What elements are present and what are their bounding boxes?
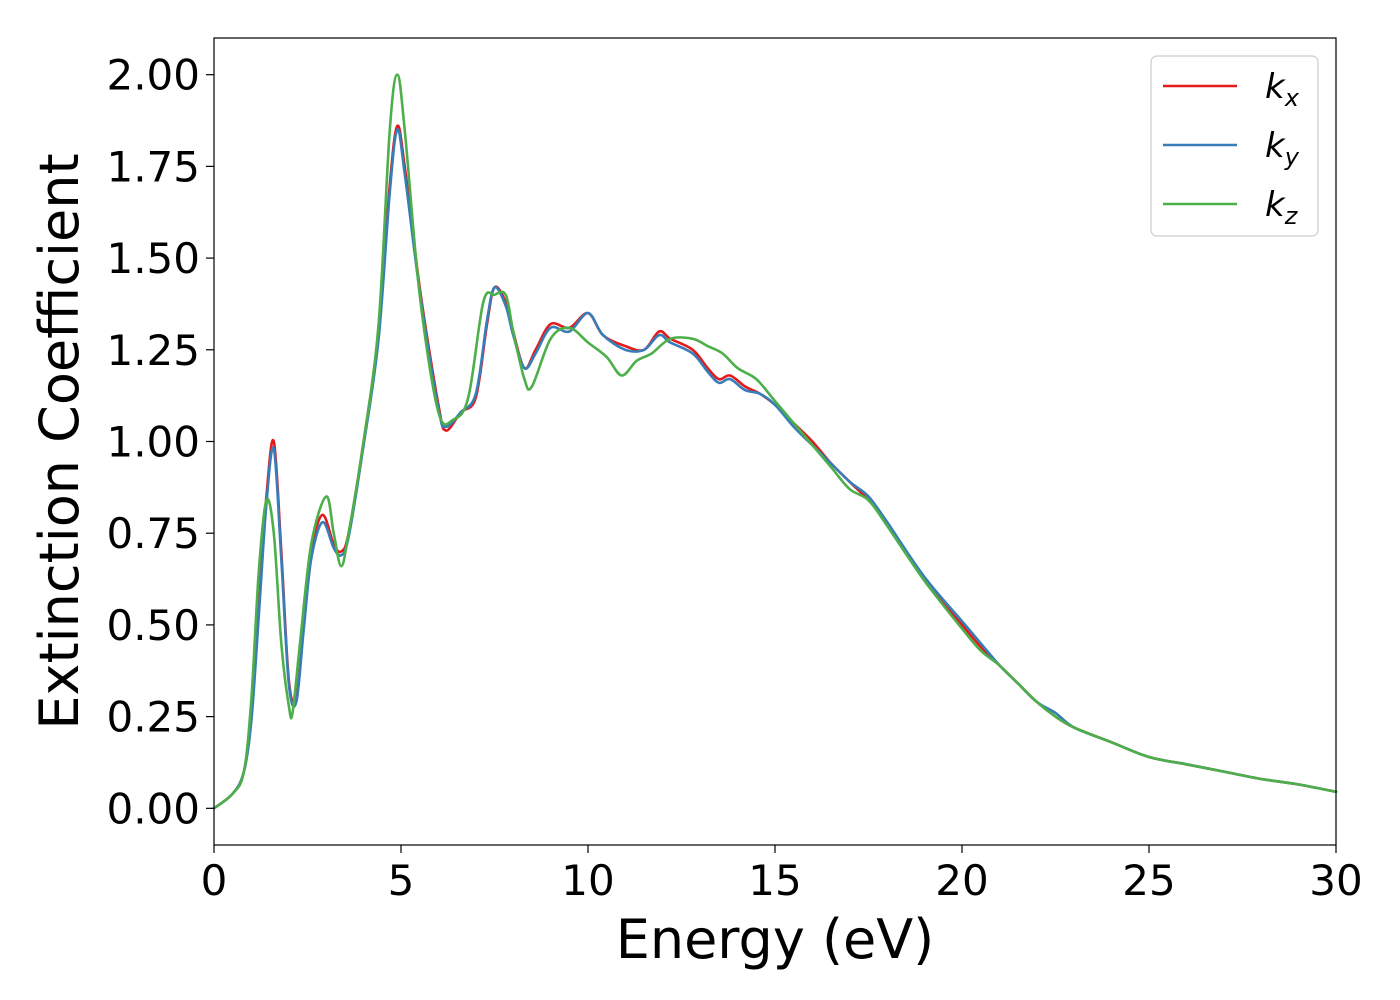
y-tick-label: 0.25 [106, 693, 200, 742]
legend-entry-kz: kz [1265, 185, 1299, 230]
y-tick-label: 0.50 [106, 601, 200, 650]
x-tick-label: 15 [748, 856, 801, 905]
x-tick-label: 0 [201, 856, 228, 905]
series-line-kz [212, 73, 1338, 810]
y-tick-label: 1.75 [106, 142, 200, 191]
x-axis: 0 5 10 15 20 25 30 [201, 845, 1363, 905]
y-tick-label: 0.75 [106, 509, 200, 558]
legend: kx ky kz [1150, 55, 1319, 237]
y-tick-label: 1.50 [106, 234, 200, 283]
y-axis-label: Extinction Coefficient [28, 153, 91, 729]
x-axis-label: Energy (eV) [616, 908, 935, 971]
x-tick-label: 30 [1309, 856, 1362, 905]
x-tick-label: 25 [1122, 856, 1175, 905]
legend-entry-kx: kx [1265, 67, 1300, 112]
series-line-ky [212, 128, 1338, 810]
y-axis: 0.00 0.25 0.50 0.75 1.00 1.25 1.50 1.75 2.00 [106, 51, 214, 833]
y-tick-label: 2.00 [106, 51, 200, 100]
y-tick-label: 1.25 [106, 326, 200, 375]
x-tick-label: 20 [935, 856, 988, 905]
y-tick-label: 0.00 [106, 784, 200, 833]
legend-entry-ky: ky [1265, 126, 1300, 171]
x-tick-label: 10 [561, 856, 614, 905]
x-tick-label: 5 [388, 856, 415, 905]
y-tick-label: 1.00 [106, 418, 200, 467]
series-layer [212, 73, 1338, 810]
